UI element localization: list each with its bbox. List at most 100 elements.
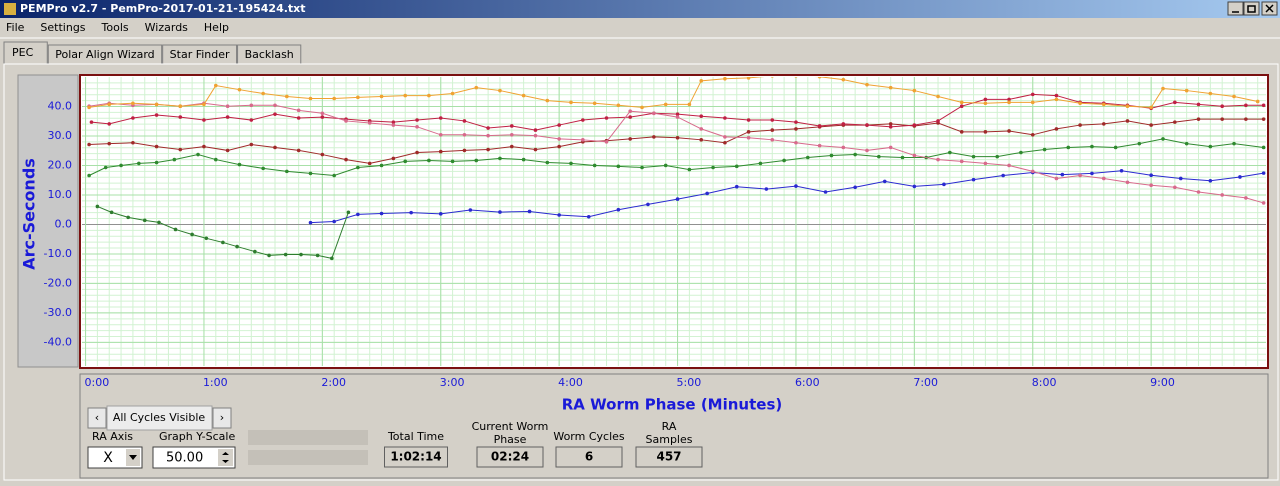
data-point (253, 249, 257, 254)
data-point (498, 156, 502, 161)
tab[interactable]: Backlash (237, 44, 302, 65)
y-scale-value: 50.00 (166, 451, 203, 466)
data-point (235, 244, 239, 249)
data-point (379, 94, 384, 99)
data-point (438, 149, 443, 154)
data-point (1125, 104, 1130, 108)
data-point (498, 88, 502, 93)
menu-item[interactable]: Help (204, 21, 229, 34)
data-point (225, 148, 230, 153)
data-point (1101, 102, 1106, 107)
cycle-selector[interactable]: ‹ All Cycles Visible › (87, 405, 232, 431)
data-point (699, 138, 704, 142)
window-buttons[interactable] (1227, 1, 1278, 16)
data-point (509, 133, 514, 137)
data-point (912, 153, 917, 158)
tab[interactable]: PEC (3, 41, 48, 65)
ra-axis-value: X (103, 450, 113, 466)
tab[interactable]: Polar Align Wizard (47, 44, 163, 65)
y-tick-label: 10.0 (48, 188, 73, 201)
field-value: 1:02:14 (390, 450, 441, 464)
y-tick-label: 30.0 (48, 129, 73, 142)
data-point (746, 130, 751, 134)
plot-area (79, 74, 1269, 369)
data-point (705, 191, 709, 196)
minimize-button[interactable] (1227, 1, 1244, 16)
data-point (356, 165, 360, 170)
spin-button[interactable] (218, 449, 233, 466)
x-axis-title: RA Worm Phase (Minutes) (562, 396, 782, 414)
x-tick-label: 6:00 (795, 376, 820, 389)
data-point (308, 220, 313, 225)
data-point (173, 227, 178, 232)
data-point (273, 112, 277, 116)
menu-item[interactable]: Settings (40, 21, 85, 34)
data-point (1030, 92, 1035, 97)
data-point (1007, 97, 1011, 102)
data-point (640, 105, 644, 110)
series-line (89, 77, 1258, 108)
menu-item[interactable]: File (6, 21, 25, 34)
data-point (734, 164, 739, 169)
data-point (569, 100, 573, 105)
menu-item[interactable]: Tools (101, 21, 129, 34)
y-tick-label: -40.0 (44, 335, 72, 348)
data-point (213, 83, 218, 88)
data-point (1054, 97, 1059, 102)
data-point (652, 135, 656, 139)
data-point (356, 95, 360, 100)
field-label: Samples (646, 433, 693, 446)
data-point (157, 220, 161, 225)
prev-cycle-button[interactable] (87, 407, 107, 429)
tab[interactable]: Star Finder (162, 44, 238, 65)
data-point (794, 127, 798, 131)
x-tick-label: 4:00 (558, 376, 583, 389)
data-point (1149, 123, 1153, 127)
data-point (1078, 101, 1082, 106)
data-point (315, 253, 320, 258)
data-point (107, 122, 112, 126)
data-point (533, 128, 538, 132)
field-box (384, 446, 448, 468)
menu-item[interactable]: Wizards (145, 21, 189, 34)
field-box (635, 446, 703, 468)
data-point (581, 138, 585, 142)
data-point (640, 165, 644, 170)
data-point (1030, 133, 1035, 137)
data-point (202, 102, 206, 107)
data-point (486, 126, 490, 130)
y-tick-label: -20.0 (44, 276, 72, 289)
data-point (1196, 190, 1201, 194)
data-point (296, 148, 301, 153)
data-point (746, 77, 751, 80)
data-point (320, 115, 325, 119)
data-point (1054, 127, 1059, 131)
y-tick-label: 20.0 (48, 158, 73, 171)
data-point (109, 210, 114, 215)
next-cycle-button[interactable] (212, 407, 232, 429)
data-point (912, 123, 917, 127)
data-point (154, 113, 159, 117)
data-point (675, 112, 680, 116)
blank-field (248, 430, 368, 445)
data-point (877, 154, 881, 159)
data-point (983, 161, 988, 166)
y-scale-input[interactable] (152, 446, 236, 469)
data-point (299, 252, 303, 257)
data-point (1090, 171, 1094, 176)
x-tick-label: 5:00 (677, 376, 702, 389)
data-point (794, 184, 798, 188)
data-point (89, 120, 94, 124)
data-point (817, 77, 822, 79)
field-label: Worm Cycles (553, 430, 625, 443)
data-point (154, 144, 159, 149)
y-tick-label: -30.0 (44, 306, 72, 319)
data-point (308, 171, 313, 176)
data-point (509, 144, 514, 149)
maximize-button[interactable] (1243, 1, 1260, 16)
data-point (1007, 100, 1011, 105)
data-point (1178, 176, 1183, 181)
data-point (888, 145, 893, 150)
data-point (261, 91, 265, 96)
data-point (237, 87, 242, 92)
